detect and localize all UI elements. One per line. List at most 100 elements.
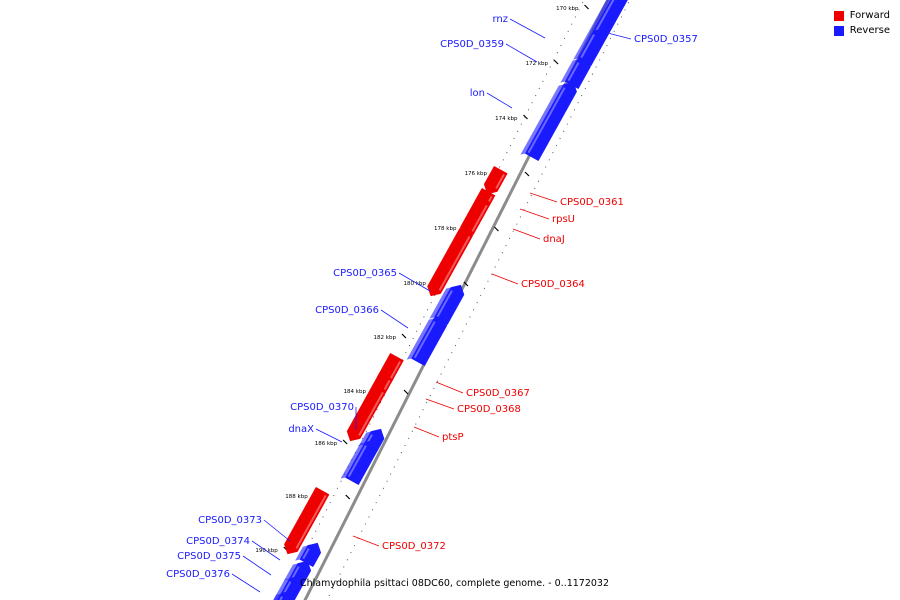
gene-highlight — [283, 581, 292, 594]
tick-label: 186 kbp — [315, 441, 338, 447]
gene-highlight — [567, 62, 580, 82]
gene-highlight — [291, 566, 300, 580]
tick-mark-right — [524, 171, 530, 177]
tick-label: 174 kbp — [495, 116, 518, 122]
gene-CPS0D_0372-arrow — [284, 486, 330, 555]
gene-leader-line — [509, 18, 546, 39]
gene-label-CPS0D_0375: CPS0D_0375 — [177, 551, 241, 562]
gene-label-CPS0D_0374: CPS0D_0374 — [186, 536, 250, 547]
gene-leader-line — [251, 540, 281, 561]
gene-label-CPS0D_0365: CPS0D_0365 — [333, 268, 397, 279]
gene-highlight — [388, 360, 402, 381]
gene-CPS0D_0364-arrow — [427, 227, 474, 297]
gene-ptsP-arrow — [346, 383, 387, 442]
gene-highlight — [302, 548, 310, 560]
gene-CPS0D_0365-arrow — [433, 284, 465, 326]
gene-highlight — [413, 321, 436, 359]
gene-CPS0D_0361-arrow — [483, 165, 508, 195]
gene-highlight — [295, 494, 327, 549]
gene-CPS0D_0366-shadow — [406, 318, 434, 360]
gene-label-rpsU: rpsU — [552, 214, 575, 225]
gene-leader-line — [512, 228, 541, 240]
tick-mark-right — [463, 281, 469, 287]
legend-label-forward: Forward — [849, 10, 890, 21]
gene-CPS0D_0370-shadow — [358, 431, 371, 446]
gene-leader-line — [425, 398, 455, 410]
reverse-swatch — [833, 25, 844, 36]
legend-item-forward: Forward — [833, 8, 890, 23]
tick-label: 172 kbp — [526, 61, 549, 67]
gene-CPS0D_0366-arrow — [411, 315, 448, 367]
gene-leader-line — [505, 43, 538, 63]
gene-label-CPS0D_0361: CPS0D_0361 — [560, 197, 624, 208]
gene-label-CPS0D_0364: CPS0D_0364 — [521, 279, 585, 290]
gene-label-dnaX: dnaX — [288, 424, 314, 435]
gene-highlight — [438, 235, 471, 291]
legend-item-reverse: Reverse — [833, 23, 890, 38]
gene-highlight — [488, 195, 493, 202]
tick-label: 180 kbp — [404, 281, 427, 287]
gene-leader-line — [435, 381, 464, 394]
legend-label-reverse: Reverse — [849, 25, 890, 36]
gene-segment-shadow — [588, 0, 611, 33]
gene-dnaX-arrow — [345, 439, 379, 486]
tick-mark-left — [342, 439, 348, 445]
gene-leader-line — [231, 573, 261, 593]
gene-label-ptsP: ptsP — [442, 432, 464, 443]
gene-label-CPS0D_0370: CPS0D_0370 — [290, 402, 354, 413]
forward-swatch — [833, 10, 844, 21]
gene-CPS0D_0375-shadow — [276, 578, 290, 595]
gene-highlight — [495, 173, 505, 189]
gene-leader-line — [519, 208, 550, 220]
gene-CPS0D_0374-shadow — [284, 563, 298, 581]
gene-label-dnaJ: dnaJ — [543, 234, 565, 245]
gene-leader-line — [315, 428, 343, 443]
tick-mark-right — [403, 389, 409, 395]
tick-mark-left — [523, 114, 528, 120]
gene-label-CPS0D_0366: CPS0D_0366 — [315, 305, 379, 316]
tick-mark-left — [553, 59, 559, 65]
gene-highlight — [436, 290, 453, 318]
gene-label-CPS0D_0368: CPS0D_0368 — [457, 404, 521, 415]
gene-rnz-arrow — [577, 28, 607, 67]
tick-label: 178 kbp — [434, 226, 457, 232]
gene-CPS0D_0365-shadow — [429, 287, 451, 319]
gene-highlight — [527, 87, 566, 154]
gene-label-CPS0D_0357: CPS0D_0357 — [634, 34, 698, 45]
gene-dnaX-shadow — [340, 442, 365, 479]
gene-highlight — [595, 0, 615, 32]
gene-leader-line — [595, 29, 632, 40]
gene-highlight — [471, 204, 488, 232]
tick-mark-right — [345, 494, 351, 500]
legend: Forward Reverse — [833, 8, 890, 38]
gene-leader-line — [486, 92, 513, 109]
gene-highlight — [383, 379, 391, 390]
gene-highlight — [279, 596, 284, 600]
tick-label: 176 kbp — [465, 171, 488, 177]
genome-caption: Chlamydophila psittaci 08DC60, complete … — [300, 578, 610, 589]
tick-mark-right — [494, 226, 499, 232]
gene-segment-arrow — [592, 0, 628, 40]
gene-CPS0D_0359-arrow — [564, 56, 591, 90]
gene-leader-line — [263, 519, 291, 542]
gene-highlight — [347, 445, 367, 478]
tick-label: 170 kbp — [556, 6, 579, 12]
tick-label: 184 kbp — [344, 389, 367, 395]
gene-rnz-shadow — [573, 31, 593, 60]
gene-lon-arrow — [524, 81, 577, 162]
gene-CPS0D_0373-shadow — [295, 545, 308, 561]
gene-CPS0D_0359-shadow — [560, 59, 578, 83]
gene-leader-line — [242, 555, 272, 576]
gene-leader-line — [352, 535, 380, 547]
gene-CPS0D_0373-arrow — [299, 542, 322, 568]
gene-segment-arrow — [277, 590, 295, 600]
gene-highlight — [358, 391, 384, 436]
tick-label: 182 kbp — [374, 335, 397, 341]
gene-segment-shadow — [273, 593, 282, 600]
gene-label-CPS0D_0359: CPS0D_0359 — [440, 39, 504, 50]
gene-leader-line — [491, 273, 519, 285]
gene-label-CPS0D_0372: CPS0D_0372 — [382, 541, 446, 552]
guide-line-left — [280, 0, 585, 600]
tick-mark-left — [584, 4, 589, 10]
